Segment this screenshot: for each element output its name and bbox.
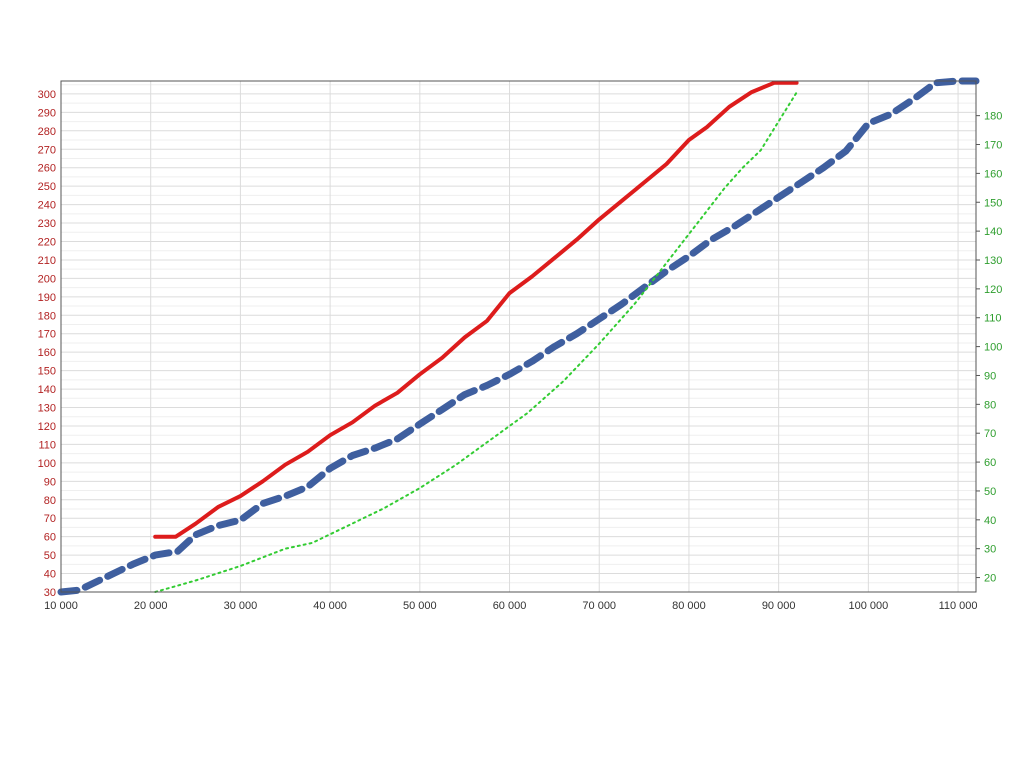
x-axis-ticks: 10 000 20 000 30 000 40 000 50 000 60 000 70 0… (44, 600, 977, 612)
left-axis-tick-label: 120 (38, 421, 56, 433)
left-axis-tick-label: 110 (38, 439, 56, 451)
right-axis-tick-label: 160 (984, 168, 1002, 180)
x-axis-tick-label: 50 000 (403, 600, 437, 612)
right-axis-tick-label: 100 (984, 342, 1002, 354)
left-axis-tick-label: 170 (38, 329, 56, 341)
left-axis-tick-label: 210 (38, 255, 56, 267)
left-axis-tick-label: 220 (38, 236, 56, 248)
x-axis-tick-label: 10 000 (44, 600, 78, 612)
right-axis-tick-label: 130 (984, 255, 1002, 267)
left-axis-tick-label: 70 (44, 513, 56, 525)
x-axis-tick-label: 100 000 (848, 600, 888, 612)
right-axis-tick-label: 70 (984, 428, 996, 440)
left-axis-ticks: 30 40 50 60 70 80 90 100 110 120 130 140 150 160 170 18… (38, 89, 56, 599)
right-axis-tick-label: 80 (984, 399, 996, 411)
left-axis-tick-label: 270 (38, 144, 56, 156)
x-axis-tick-label: 80 000 (672, 600, 706, 612)
left-axis-tick-label: 290 (38, 107, 56, 119)
left-axis-tick-label: 260 (38, 163, 56, 175)
left-axis-tick-label: 150 (38, 366, 56, 378)
left-axis-tick-label: 300 (38, 89, 56, 101)
left-axis-tick-label: 130 (38, 403, 56, 415)
plot-frame (60, 80, 977, 593)
right-axis-tick-label: 40 (984, 515, 996, 527)
left-axis-tick-label: 250 (38, 181, 56, 193)
left-axis-tick-label: 80 (44, 495, 56, 507)
series-line-3-dotted (154, 91, 798, 593)
left-axis-tick-label: 190 (38, 292, 56, 304)
left-axis-tick-label: 40 (44, 569, 56, 581)
left-axis-tick-label: 50 (44, 550, 56, 562)
left-axis-tick-label: 60 (44, 532, 56, 544)
right-axis-tick-label: 120 (984, 284, 1002, 296)
x-axis-tick-label: 90 000 (762, 600, 796, 612)
left-axis-tick-label: 100 (38, 458, 56, 470)
x-axis-tick-label: 20 000 (134, 600, 168, 612)
right-axis-tick-label: 140 (984, 226, 1002, 238)
right-axis-tick-label: 150 (984, 197, 1002, 209)
left-axis-tick-label: 200 (38, 273, 56, 285)
left-axis-tick-label: 230 (38, 218, 56, 230)
right-axis-ticks: 20 30 40 50 60 70 80 90 100 110 120 130 140 150 160 170… (976, 111, 1002, 585)
right-axis-tick-label: 90 (984, 370, 996, 382)
left-axis-tick-label: 140 (38, 384, 56, 396)
x-axis-tick-label: 40 000 (313, 600, 347, 612)
x-axis-tick-label: 60 000 (493, 600, 527, 612)
left-axis-tick-label: 180 (38, 310, 56, 322)
left-axis-tick-label: 90 (44, 476, 56, 488)
left-axis-tick-label: 30 (44, 587, 56, 599)
series-layer (57, 77, 980, 596)
right-axis-tick-label: 60 (984, 457, 996, 469)
right-axis-tick-label: 110 (984, 313, 1002, 325)
right-axis-tick-label: 30 (984, 544, 996, 556)
series-line-2-dashed (57, 77, 980, 596)
x-axis-tick-label: 110 000 (939, 600, 978, 612)
left-axis-tick-label: 280 (38, 126, 56, 138)
series-line-1-solid (153, 80, 799, 539)
grid (60, 81, 976, 593)
right-axis-tick-label: 50 (984, 486, 996, 498)
x-axis-tick-label: 70 000 (582, 600, 616, 612)
left-axis-tick-label: 160 (38, 347, 56, 359)
right-axis-tick-label: 170 (984, 140, 1002, 152)
x-axis-tick-label: 30 000 (224, 600, 258, 612)
right-axis-tick-label: 20 (984, 573, 996, 585)
right-axis-tick-label: 180 (984, 111, 1002, 123)
left-axis-tick-label: 240 (38, 200, 56, 212)
